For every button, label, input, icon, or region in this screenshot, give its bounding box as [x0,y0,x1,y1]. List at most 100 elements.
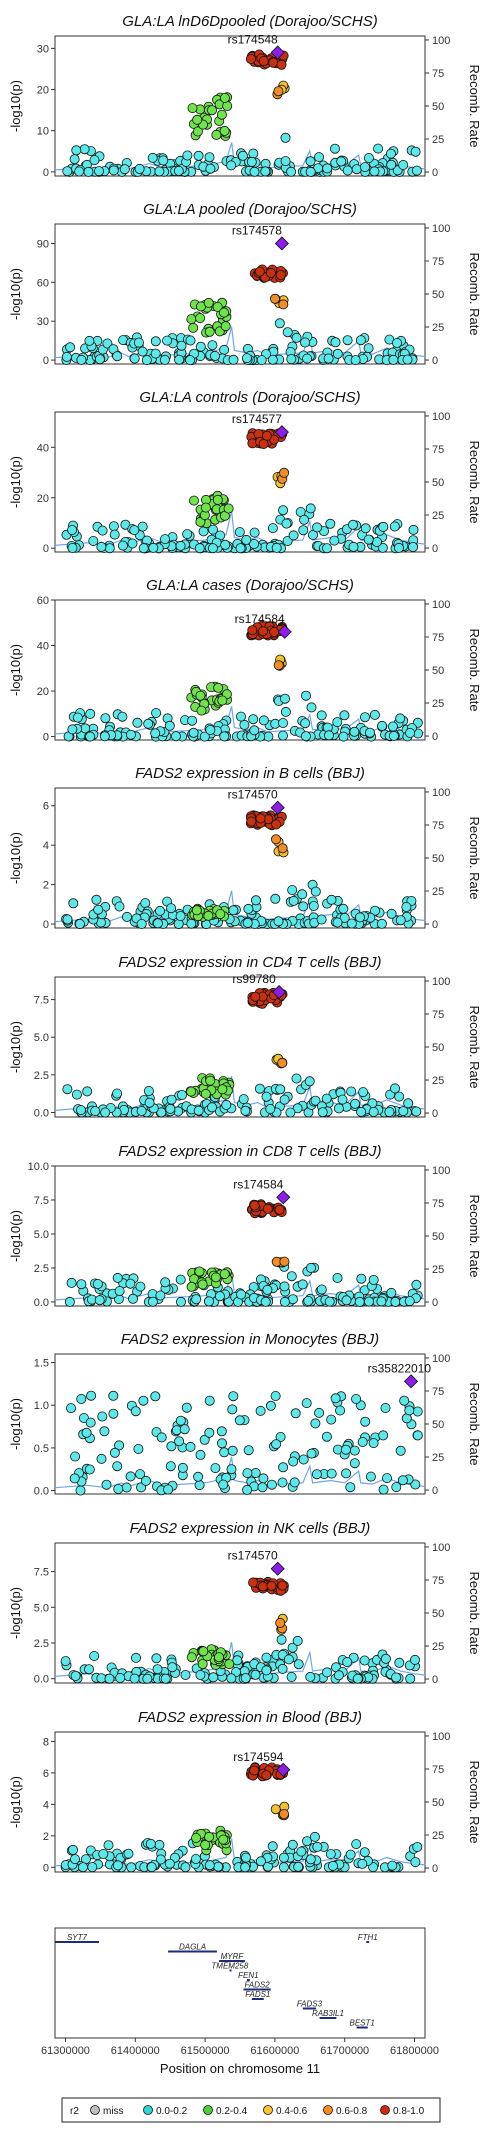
snp-point [373,143,384,154]
y-tick-label: 7.5 [34,995,49,1007]
snp-point [212,494,223,505]
snp-point [386,908,397,919]
snp-point [363,152,374,163]
snp-point [245,54,256,65]
snp-point [248,148,259,159]
snp-point [298,525,309,536]
snp-point [150,728,161,739]
y2-tick-label: 25 [432,698,444,710]
legend-label: 0.0-0.2 [156,2106,188,2117]
snp-point [243,1445,254,1456]
y-tick-label: 5.0 [34,1032,49,1044]
snp-point [242,917,253,928]
snp-point [280,132,291,143]
snp-point [240,1852,251,1863]
snp-point [306,702,317,713]
snp-point [387,721,398,732]
y-tick-label: 8 [43,1736,49,1748]
snp-point [136,1106,147,1117]
snp-point [135,1281,146,1292]
snp-point [218,1479,229,1490]
snp-point [356,1273,367,1284]
snp-point [398,1106,409,1117]
snp-point [94,166,105,177]
snp-point [369,709,380,720]
snp-point [289,1477,300,1488]
snp-point [213,682,224,693]
snp-point [286,166,297,177]
snp-point [112,1860,123,1871]
snp-point [388,730,399,741]
snp-point [216,1438,227,1449]
snp-point [332,348,343,359]
snp-point [307,530,318,541]
snp-point [236,1289,247,1300]
snp-point [227,1404,238,1415]
panel-title: GLA:LA lnD6Dpooled (Dorajoo/SCHS) [122,13,377,30]
gene-label: FADS2 [245,1981,271,1990]
snp-point [377,720,388,731]
snp-point [204,326,215,337]
snp-point [274,318,285,329]
y-tick-label: 0.5 [34,1443,49,1455]
y-tick-label: 0.0 [34,1297,49,1309]
snp-point [146,1862,157,1873]
snp-point [341,1468,352,1479]
snp-point [98,1849,109,1860]
snp-point [325,518,336,529]
snp-point [150,1391,161,1402]
y2-tick-label: 75 [432,820,444,832]
snp-point [194,1480,205,1491]
snp-point [246,156,257,167]
y2-tick-label: 75 [432,444,444,456]
snp-point [308,901,319,912]
snp-point [219,93,230,104]
snp-point [277,730,288,741]
snp-point [273,86,284,97]
snp-point [254,1083,265,1094]
y-tick-label: 20 [37,686,49,698]
snp-point [340,1444,351,1455]
snp-point [60,1656,71,1667]
snp-point [232,1655,243,1666]
y2-axis-label: Recomb. Rate [467,1382,482,1465]
snp-point [185,1441,196,1452]
snp-point [226,160,237,171]
snp-point [286,354,297,365]
snp-point [87,1862,98,1873]
snp-point [147,152,158,163]
snp-point [188,322,199,333]
y-tick-label: 0.0 [34,1486,49,1498]
lead-snp-label: rs174577 [232,412,282,426]
snp-point [341,1295,352,1306]
y-tick-label: 0 [43,732,49,744]
snp-point [224,1659,235,1670]
snp-point [152,918,163,929]
snp-point [410,1479,421,1490]
snp-point [84,335,95,346]
snp-point [140,898,151,909]
panel-10: FADS2 expression in Blood (BBJ) rs174594 0… [8,1709,482,1875]
panel-6: FADS2 expression in CD4 T cells (BBJ)rs9… [8,954,482,1120]
lead-snp-marker [276,1762,291,1777]
snp-point [391,1672,402,1683]
snp-point [261,1770,272,1781]
snp-point [346,1086,357,1097]
snp-point [312,1841,323,1852]
snp-point [378,1430,389,1441]
y2-tick-label: 0 [432,167,438,179]
snp-point [150,336,161,347]
snp-point [214,1291,225,1302]
snp-point [296,1846,307,1857]
snp-point [277,718,288,729]
snp-point [271,542,282,553]
snp-point [204,1427,215,1438]
snp-point [291,1073,302,1084]
snp-point [305,1671,316,1682]
x-tick-label: 61400000 [111,2045,160,2057]
snp-point [351,1394,362,1405]
snp-point [270,1804,281,1815]
snp-point [300,731,311,742]
snp-point [279,1256,290,1267]
snp-point [257,1581,268,1592]
